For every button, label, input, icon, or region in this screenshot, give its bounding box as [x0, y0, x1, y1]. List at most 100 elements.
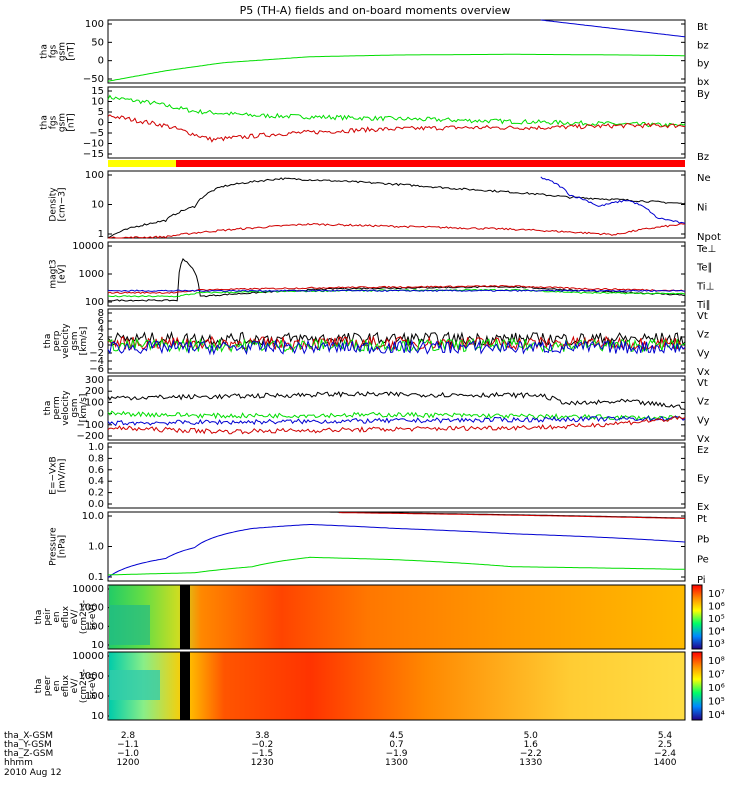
ytick-label: −2	[89, 348, 104, 359]
legend-Ne: Ne	[697, 173, 711, 184]
colorbar	[691, 584, 703, 650]
ylabel-line: tha	[40, 115, 50, 130]
figure-title: P5 (TH-A) fields and on-board moments ov…	[240, 4, 511, 17]
legend-Ex: Ex	[697, 502, 709, 513]
ephem-value: −1.1	[117, 740, 139, 750]
ytick-label: 10	[91, 640, 104, 651]
ylabel-line: [nPa]	[58, 535, 68, 558]
panel-efield: E=−VxB [mV/m] 1.00.80.60.40.20.0 Ez Ey Ex	[49, 442, 710, 513]
colorbar	[691, 651, 703, 721]
legend-Vy: Vy	[697, 348, 710, 359]
series-Ti∥	[107, 288, 686, 298]
ephem-label: tha_Y-GSM	[4, 740, 52, 750]
date-label: 2010 Aug 12	[4, 768, 62, 778]
legend-Vt: Vt	[697, 311, 708, 322]
ylabel-line: tha	[34, 679, 44, 694]
ylabel-line: sr-eV)	[88, 673, 98, 699]
legend-Vz: Vz	[697, 330, 709, 341]
ylabel-line: [km/s]	[79, 327, 89, 356]
series-Vt	[107, 391, 686, 411]
ephem-value: 0.7	[389, 740, 403, 750]
legend-Bz: Bz	[697, 152, 709, 163]
ytick-label: −100	[77, 420, 104, 431]
legend-Te⊥: Te⊥	[696, 244, 716, 255]
series-bx	[540, 19, 686, 38]
ytick-label: 1000	[79, 269, 104, 280]
ylabel-line: gsm	[70, 398, 80, 417]
ylabel-line: tha	[34, 610, 44, 625]
ylabel-line: velocity	[61, 323, 71, 359]
ylabel-line: magt3	[49, 259, 59, 288]
legend-Te∥: Te∥	[696, 263, 713, 274]
panel-fgs: tha fgs gsm [nT] 100 50 0 −50 Bt bz by bx	[40, 19, 710, 88]
ytick-label: 0	[98, 409, 104, 420]
ylabel-line: (cm2-s-	[79, 600, 89, 634]
panel-frame	[107, 584, 686, 650]
legend-Vx: Vx	[697, 434, 710, 445]
ylabel-line: eV/	[70, 678, 80, 694]
ytick-label: 100	[85, 691, 104, 702]
ylabel-line: Density	[49, 187, 59, 222]
series-by	[107, 53, 685, 82]
ephem-value: 5.0	[524, 731, 539, 741]
ytick-label: 100	[85, 170, 104, 181]
ephem-label: tha_Z-GSM	[4, 749, 53, 759]
panel-frame	[107, 442, 686, 509]
ephem-value: 1.6	[524, 740, 539, 750]
panel-peer: tha peer en eflux eV/(cm2-s-sr-eV) 10000 1000 1…	[34, 651, 725, 722]
ephem-label: tha_X-GSM	[4, 731, 53, 741]
ytick-label: 1.0	[88, 542, 104, 553]
colorbar-tick: 10⁸	[708, 656, 725, 667]
ylabel-line: velocity	[61, 390, 71, 426]
series-Vz	[107, 416, 686, 435]
ytick-label: 6	[98, 316, 104, 327]
mode-bar-red	[176, 160, 685, 167]
ylabel-line: fgs	[49, 115, 59, 129]
series-Vz	[107, 335, 685, 352]
panel-frame	[107, 19, 686, 84]
series-Pe	[108, 556, 685, 576]
ytick-label: 2	[98, 332, 104, 343]
ytick-label: −4	[89, 356, 104, 367]
ylabel-line: peir	[43, 608, 53, 626]
ytick-label: 0.4	[88, 476, 104, 487]
ytick-label: 8	[98, 308, 104, 319]
ylabel-line: E=−VxB	[49, 456, 59, 494]
legend-Pt: Pt	[697, 514, 707, 525]
series-Vy	[107, 410, 686, 422]
panel-frame	[107, 241, 686, 307]
ylabel-line: en	[52, 680, 62, 691]
ytick-label: 10	[91, 200, 104, 211]
legend-Vz: Vz	[697, 397, 709, 408]
panel-frame	[107, 375, 686, 441]
ytick-label: 0.8	[88, 453, 104, 464]
ytick-label: 50	[91, 37, 104, 48]
series-Te⊥	[107, 284, 686, 294]
panel-press: Pressure [nPa] 10.0 1.0 0.1 Pt Pb Pe Pi	[49, 511, 710, 586]
panel-peir: tha peir en eflux eV/(cm2-s-sr-eV) 10000 1000 1…	[34, 584, 725, 651]
ytick-label: −6	[89, 364, 104, 375]
ephem-value: 1400	[654, 758, 677, 768]
ytick-label: 4	[98, 324, 104, 335]
ytick-label: −200	[77, 431, 104, 442]
series-Vy	[107, 337, 686, 354]
data-gap	[180, 652, 190, 720]
ephem-value: 3.8	[255, 731, 270, 741]
panel-frame	[107, 86, 686, 159]
ephem-value: 1200	[117, 758, 140, 768]
ytick-label: 300	[85, 375, 104, 386]
ytick-label: 200	[85, 386, 104, 397]
panel-frame	[107, 511, 686, 582]
legend-bz: bz	[697, 40, 709, 51]
legend-Ez: Ez	[697, 445, 709, 456]
ytick-label: 0.2	[88, 488, 104, 499]
series-Bz	[107, 114, 686, 143]
ytick-label: 1000	[79, 671, 104, 682]
ytick-label: 0	[98, 340, 104, 351]
panel-temp: magt3 [eV] 10000 1000 100 Te⊥ Te∥ Ti⊥ Ti∥	[49, 241, 717, 311]
series-Npot	[540, 176, 686, 224]
panel-vperp2: tha perm velocity gsm [km/s] 3002001000−100−2…	[43, 375, 710, 445]
ylabel-line: [km/s]	[79, 394, 89, 423]
ytick-label: 1000	[79, 603, 104, 614]
